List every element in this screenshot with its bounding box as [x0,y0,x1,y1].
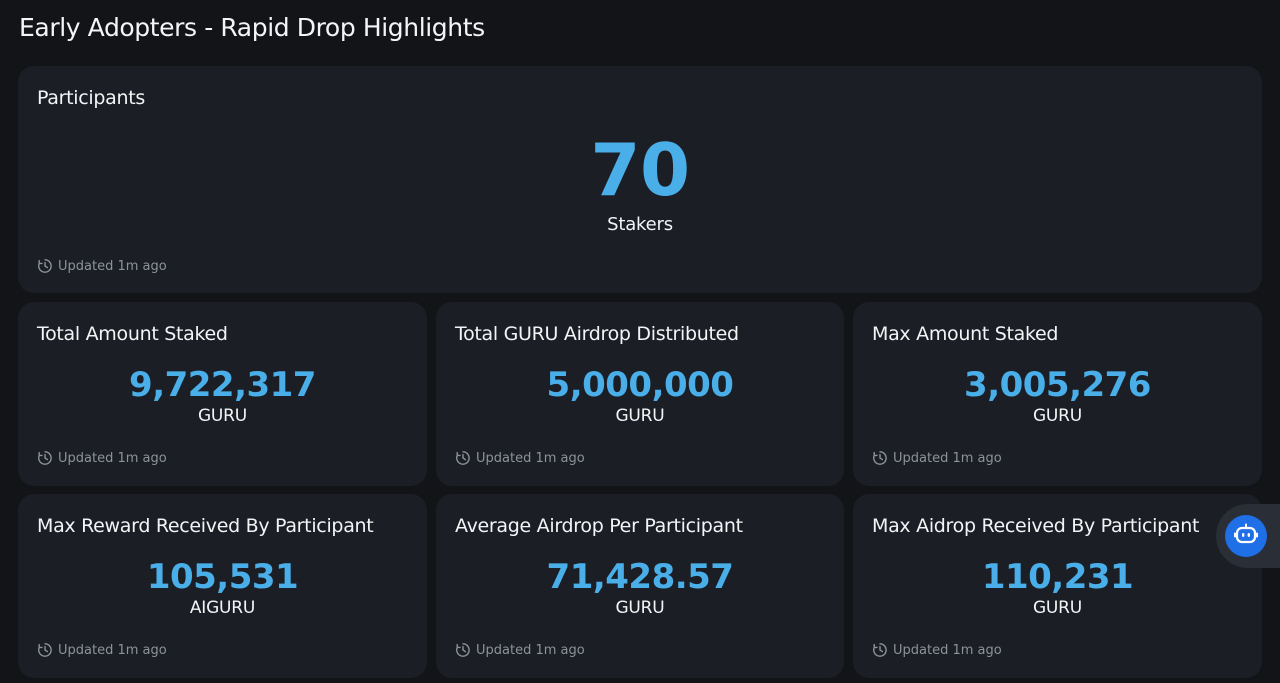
updated-label: Updated 1m ago [58,450,167,466]
clock-history-icon [872,642,888,658]
max-reward-card: Max Reward Received By Participant 105,5… [18,494,427,678]
updated-label: Updated 1m ago [58,642,167,658]
max-staked-card: Max Amount Staked 3,005,276 GURU Updated… [853,302,1262,486]
card-title: Max Reward Received By Participant [37,515,374,537]
updated-status: Updated 1m ago [455,642,585,658]
updated-status: Updated 1m ago [455,450,585,466]
assistant-button[interactable] [1225,515,1267,557]
card-title: Total GURU Airdrop Distributed [455,323,739,345]
card-title: Max Amount Staked [872,323,1059,345]
updated-label: Updated 1m ago [476,450,585,466]
page-title: Early Adopters - Rapid Drop Highlights [19,13,485,42]
stat-value: 70 [590,128,690,212]
stat-unit: GURU [615,406,665,426]
stat-value: 3,005,276 [964,365,1151,405]
stat-value: 110,231 [981,557,1134,597]
clock-history-icon [37,450,53,466]
clock-history-icon [37,258,53,274]
clock-history-icon [872,450,888,466]
guru-airdrop-card: Total GURU Airdrop Distributed 5,000,000… [436,302,844,486]
updated-status: Updated 1m ago [872,642,1002,658]
updated-label: Updated 1m ago [58,258,167,274]
card-title: Average Airdrop Per Participant [455,515,743,537]
updated-status: Updated 1m ago [37,642,167,658]
updated-label: Updated 1m ago [893,450,1002,466]
card-title: Max Aidrop Received By Participant [872,515,1200,537]
stat-unit: GURU [1032,406,1083,426]
stat-unit: GURU [615,598,665,618]
updated-status: Updated 1m ago [37,450,167,466]
clock-history-icon [37,642,53,658]
card-title: Participants [37,87,146,109]
stat-unit: Stakers [607,214,673,235]
assistant-tab [1216,504,1280,568]
participants-card: Participants 70 Stakers Updated 1m ago [18,66,1262,293]
stat-value: 5,000,000 [546,365,734,405]
robot-icon [1233,521,1259,551]
updated-status: Updated 1m ago [37,258,167,274]
stat-value: 105,531 [146,557,299,597]
total-staked-card: Total Amount Staked 9,722,317 GURU Updat… [18,302,427,486]
updated-label: Updated 1m ago [476,642,585,658]
stat-value: 71,428.57 [546,557,734,597]
max-airdrop-card: Max Aidrop Received By Participant 110,2… [853,494,1262,678]
avg-airdrop-card: Average Airdrop Per Participant 71,428.5… [436,494,844,678]
updated-label: Updated 1m ago [893,642,1002,658]
stat-unit: AIGURU [189,598,256,618]
stat-unit: GURU [1032,598,1083,618]
stat-unit: GURU [197,406,248,426]
updated-status: Updated 1m ago [872,450,1002,466]
clock-history-icon [455,642,471,658]
stat-value: 9,722,317 [129,365,316,405]
clock-history-icon [455,450,471,466]
card-title: Total Amount Staked [37,323,228,345]
